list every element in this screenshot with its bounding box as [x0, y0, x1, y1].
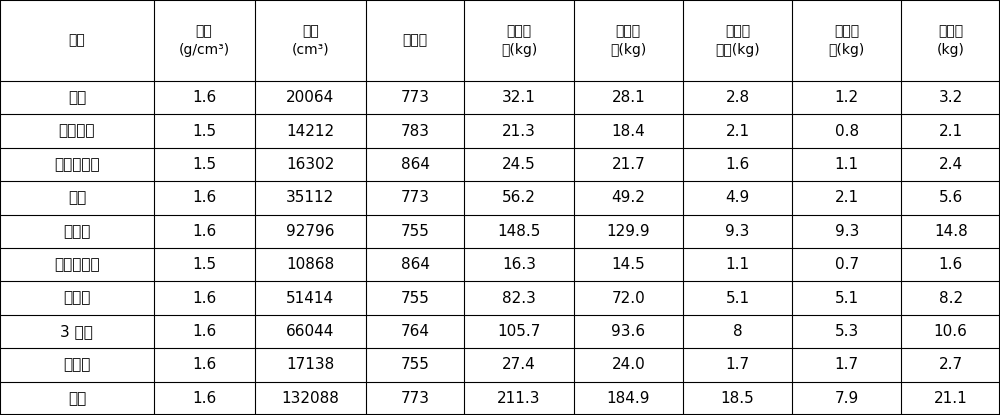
Text: 14.8: 14.8	[934, 224, 968, 239]
Text: 砂岩: 砂岩	[68, 90, 86, 105]
Text: 粉砂岩: 粉砂岩	[63, 290, 91, 305]
Text: 泥质粉砂岩: 泥质粉砂岩	[54, 157, 100, 172]
Text: 粉砂岩: 粉砂岩	[63, 224, 91, 239]
Text: 2.4: 2.4	[939, 157, 963, 172]
Text: 18.5: 18.5	[721, 391, 754, 406]
Text: 砂岩: 砂岩	[68, 391, 86, 406]
Text: 764: 764	[401, 324, 430, 339]
Text: 1.2: 1.2	[835, 90, 859, 105]
Text: 水质量
(kg): 水质量 (kg)	[937, 24, 965, 57]
Text: 129.9: 129.9	[607, 224, 650, 239]
Text: 7.9: 7.9	[835, 391, 859, 406]
Text: 783: 783	[401, 124, 430, 139]
Text: 8.2: 8.2	[939, 290, 963, 305]
Text: 1.7: 1.7	[725, 357, 750, 372]
Text: 28.1: 28.1	[611, 90, 645, 105]
Text: 21.3: 21.3	[502, 124, 536, 139]
Text: 2.1: 2.1	[835, 190, 859, 205]
Text: 本层质
量(kg): 本层质 量(kg)	[501, 24, 537, 57]
Text: 1.5: 1.5	[192, 124, 216, 139]
Text: 1.5: 1.5	[192, 257, 216, 272]
Text: 10.6: 10.6	[934, 324, 968, 339]
Text: 9.3: 9.3	[835, 224, 859, 239]
Text: 1.1: 1.1	[725, 257, 750, 272]
Text: 24.0: 24.0	[611, 357, 645, 372]
Text: 红色砾岩: 红色砾岩	[59, 124, 95, 139]
Text: 92796: 92796	[286, 224, 334, 239]
Text: 24.5: 24.5	[502, 157, 536, 172]
Text: 132088: 132088	[281, 391, 339, 406]
Text: 148.5: 148.5	[497, 224, 541, 239]
Text: 2.1: 2.1	[725, 124, 750, 139]
Text: 碳酸钙
质量(kg): 碳酸钙 质量(kg)	[715, 24, 760, 57]
Text: 0.7: 0.7	[835, 257, 859, 272]
Text: 56.2: 56.2	[502, 190, 536, 205]
Text: 184.9: 184.9	[607, 391, 650, 406]
Text: 沙子质
量(kg): 沙子质 量(kg)	[610, 24, 646, 57]
Text: 773: 773	[401, 190, 430, 205]
Text: 27.4: 27.4	[502, 357, 536, 372]
Text: 2.1: 2.1	[939, 124, 963, 139]
Text: 211.3: 211.3	[497, 391, 541, 406]
Text: 5.3: 5.3	[835, 324, 859, 339]
Text: 773: 773	[401, 391, 430, 406]
Text: 1.6: 1.6	[192, 90, 216, 105]
Text: 755: 755	[401, 290, 430, 305]
Text: 1.5: 1.5	[192, 157, 216, 172]
Text: 21.7: 21.7	[611, 157, 645, 172]
Text: 1.6: 1.6	[192, 290, 216, 305]
Text: 4.9: 4.9	[725, 190, 750, 205]
Text: 1.7: 1.7	[835, 357, 859, 372]
Text: 14212: 14212	[286, 124, 334, 139]
Text: 1.6: 1.6	[192, 391, 216, 406]
Text: 石膏质
量(kg): 石膏质 量(kg)	[829, 24, 865, 57]
Text: 66044: 66044	[286, 324, 334, 339]
Text: 864: 864	[401, 257, 430, 272]
Text: 3 煤层: 3 煤层	[60, 324, 93, 339]
Text: 1.6: 1.6	[725, 157, 750, 172]
Text: 16.3: 16.3	[502, 257, 536, 272]
Text: 864: 864	[401, 157, 430, 172]
Text: 5.1: 5.1	[835, 290, 859, 305]
Text: 容重
(g/cm³): 容重 (g/cm³)	[179, 24, 230, 57]
Text: 粉砂岩: 粉砂岩	[63, 357, 91, 372]
Text: 10868: 10868	[286, 257, 334, 272]
Text: 1.6: 1.6	[192, 324, 216, 339]
Text: 16302: 16302	[286, 157, 334, 172]
Text: 773: 773	[401, 90, 430, 105]
Text: 51414: 51414	[286, 290, 334, 305]
Text: 1.6: 1.6	[192, 224, 216, 239]
Text: 1.6: 1.6	[939, 257, 963, 272]
Text: 72.0: 72.0	[611, 290, 645, 305]
Text: 21.1: 21.1	[934, 391, 968, 406]
Text: 32.1: 32.1	[502, 90, 536, 105]
Text: 1.6: 1.6	[192, 357, 216, 372]
Text: 9.3: 9.3	[725, 224, 750, 239]
Text: 14.5: 14.5	[611, 257, 645, 272]
Text: 105.7: 105.7	[497, 324, 541, 339]
Text: 35112: 35112	[286, 190, 334, 205]
Text: 0.8: 0.8	[835, 124, 859, 139]
Text: 1.1: 1.1	[835, 157, 859, 172]
Text: 17138: 17138	[286, 357, 334, 372]
Text: 8: 8	[733, 324, 742, 339]
Text: 配比号: 配比号	[403, 34, 428, 47]
Text: 砂岩: 砂岩	[68, 190, 86, 205]
Text: 93.6: 93.6	[611, 324, 645, 339]
Text: 49.2: 49.2	[611, 190, 645, 205]
Text: 5.6: 5.6	[939, 190, 963, 205]
Text: 1.6: 1.6	[192, 190, 216, 205]
Text: 5.1: 5.1	[725, 290, 750, 305]
Text: 82.3: 82.3	[502, 290, 536, 305]
Text: 体积
(cm³): 体积 (cm³)	[291, 24, 329, 57]
Text: 755: 755	[401, 357, 430, 372]
Text: 18.4: 18.4	[611, 124, 645, 139]
Text: 岩性: 岩性	[69, 34, 85, 47]
Text: 2.8: 2.8	[725, 90, 750, 105]
Text: 2.7: 2.7	[939, 357, 963, 372]
Text: 3.2: 3.2	[939, 90, 963, 105]
Text: 755: 755	[401, 224, 430, 239]
Text: 泥质粉砂岩: 泥质粉砂岩	[54, 257, 100, 272]
Text: 20064: 20064	[286, 90, 334, 105]
